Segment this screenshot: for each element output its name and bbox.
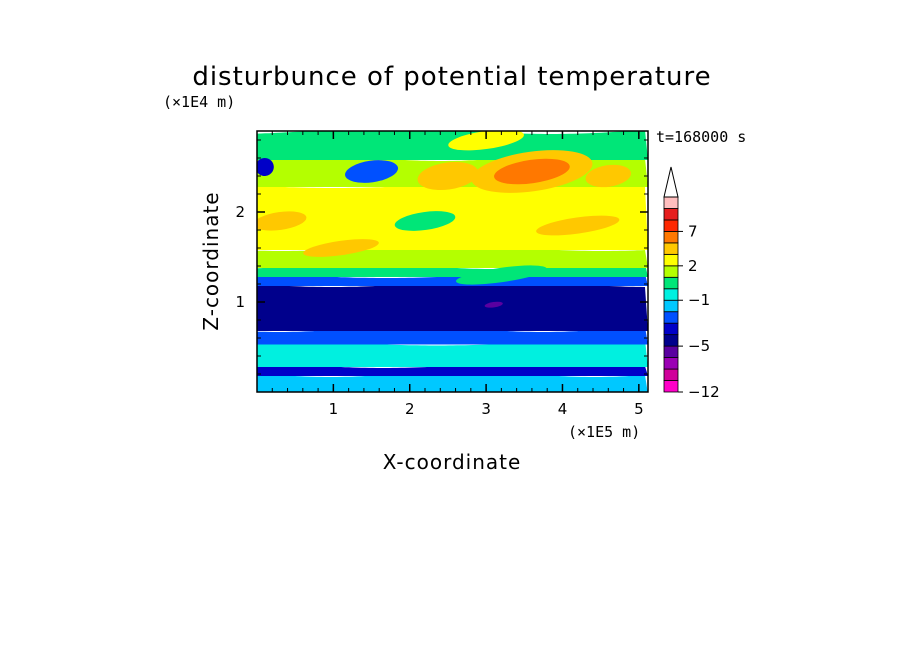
y-axis-title: Z-coordinate	[199, 191, 223, 330]
heatmap-layer	[257, 281, 648, 331]
colorbar-cell	[663, 242, 679, 255]
colorbar-cell	[663, 299, 679, 313]
colorbar-cell	[663, 322, 679, 336]
heatmap-feature	[417, 161, 479, 191]
heatmap-layer	[257, 339, 648, 367]
heatmap-feature	[257, 157, 274, 177]
colorbar-cell	[663, 208, 679, 221]
x-tick-label: 3	[481, 400, 491, 418]
y-unit-label: (×1E4 m)	[163, 93, 235, 111]
x-tick-label: 5	[634, 400, 644, 418]
colorbar-label: −5	[688, 337, 710, 355]
x-unit-label: (×1E5 m)	[568, 423, 640, 441]
heatmap-feature	[484, 301, 503, 308]
colorbar-cell	[663, 380, 679, 393]
heatmap-feature	[585, 164, 632, 188]
colorbar-cell	[663, 253, 679, 267]
x-tick-label: 4	[558, 400, 568, 418]
x-tick-label: 1	[329, 400, 339, 418]
heatmap-feature	[257, 211, 307, 231]
time-label: t=168000 s	[656, 128, 746, 146]
plot-frame	[256, 130, 649, 393]
y-tick-label: 2	[235, 203, 245, 221]
heatmap-feature	[345, 160, 399, 183]
colorbar-label: −12	[688, 383, 720, 401]
colorbar-extend-arrow	[663, 166, 679, 198]
x-axis-title: X-coordinate	[383, 450, 522, 474]
chart-title: disturbunce of potential temperature	[192, 62, 711, 92]
colorbar-cell	[663, 345, 679, 358]
heatmap-layer	[257, 371, 648, 392]
colorbar-cell	[663, 357, 679, 370]
heatmap-feature	[448, 131, 524, 151]
colorbar-cell	[663, 196, 679, 209]
heatmap-feature	[394, 211, 456, 231]
colorbar-cell	[663, 288, 679, 301]
heatmap-feature	[536, 215, 620, 236]
colorbar-label: 7	[688, 222, 698, 240]
plot-axes: 1 2 3 4 5 1 2	[235, 130, 649, 418]
colorbar-cell	[663, 368, 679, 381]
colorbar: 7 2 −1 −5 −12	[663, 166, 720, 401]
heatmap-feature	[455, 265, 547, 285]
colorbar-cell	[663, 231, 679, 244]
colorbar-cell	[663, 334, 679, 347]
heatmap-features	[257, 131, 632, 308]
heatmap-feature	[494, 158, 570, 185]
colorbar-label: 2	[688, 257, 698, 275]
colorbar-label: −1	[688, 291, 710, 309]
colorbar-cell	[663, 219, 679, 232]
colorbar-cell	[663, 265, 679, 278]
colorbar-cell	[663, 311, 679, 324]
y-tick-label: 1	[235, 293, 245, 311]
heatmap-feature	[303, 239, 379, 257]
x-tick-label: 2	[405, 400, 415, 418]
colorbar-cell	[663, 276, 679, 290]
